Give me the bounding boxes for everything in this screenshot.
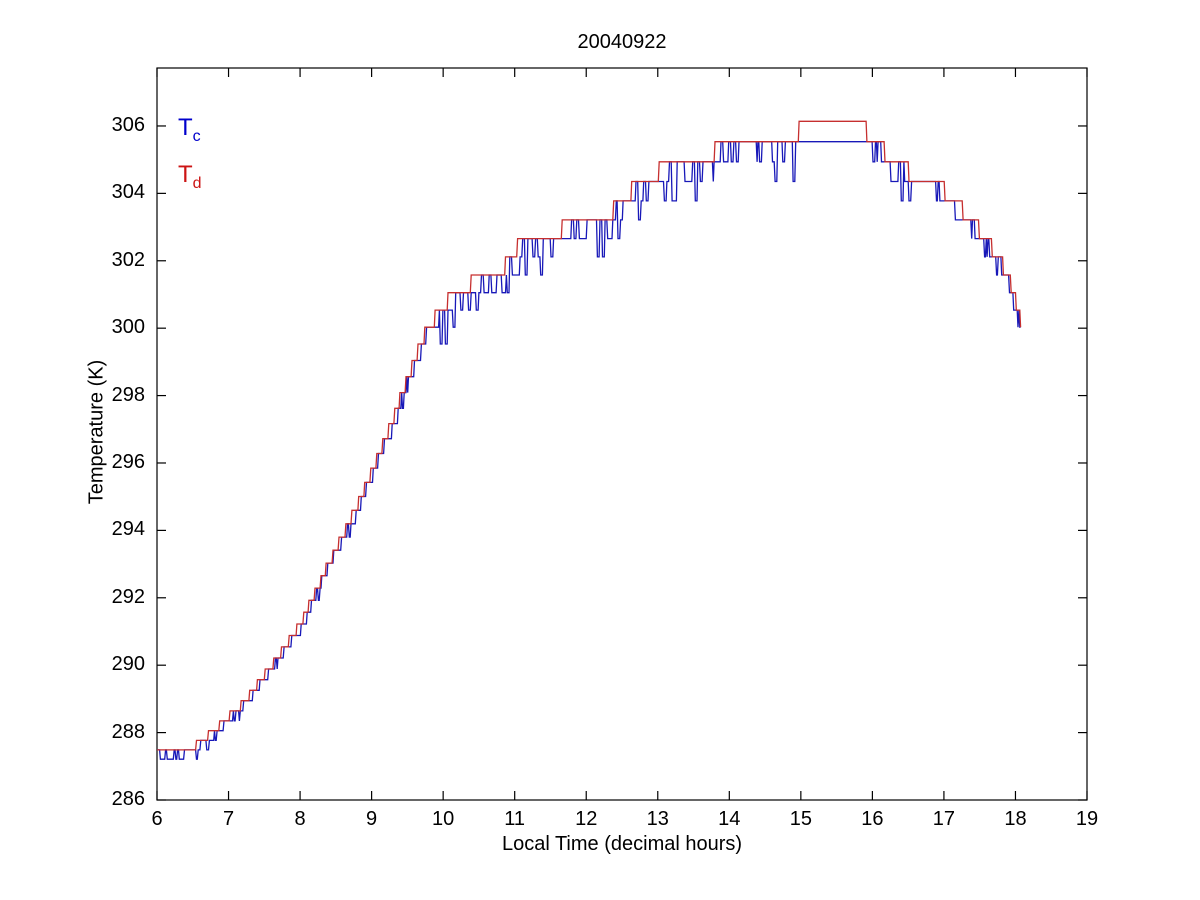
series-line-tc — [157, 141, 1021, 760]
legend-entry-td: Td — [178, 161, 202, 198]
x-tick-label: 7 — [222, 808, 235, 830]
x-tick-label: 11 — [504, 808, 526, 830]
y-tick-label: 290 — [111, 653, 145, 676]
x-tick-label: 8 — [294, 808, 306, 830]
y-tick-label: 288 — [111, 720, 145, 743]
legend-entry-tc-text: T — [178, 114, 193, 141]
x-tick-label: 17 — [932, 808, 956, 830]
y-tick-label: 298 — [111, 383, 145, 406]
y-tick-label: 304 — [111, 181, 145, 204]
legend-entry-tc-subscript: c — [192, 127, 201, 145]
axes-box — [156, 67, 1088, 801]
x-tick-label: 6 — [151, 808, 163, 830]
x-tick-label: 10 — [432, 808, 455, 830]
y-tick-label: 296 — [111, 450, 145, 473]
legend-entry-td-text: T — [178, 160, 193, 188]
y-axis-label: Temperature (K) — [85, 359, 108, 505]
x-tick-label: 13 — [646, 808, 669, 830]
chart-title: 20040922 — [577, 31, 667, 53]
x-axis-label: Local Time (decimal hours) — [501, 833, 743, 855]
series-line-td — [157, 120, 1022, 751]
legend: Tc Td — [178, 114, 202, 208]
x-tick-label: 12 — [575, 808, 598, 830]
y-tick-label: 300 — [111, 316, 145, 339]
y-tick-label: 294 — [111, 518, 145, 541]
x-tick-label: 14 — [718, 808, 741, 830]
x-tick-label: 15 — [789, 808, 812, 830]
x-tick-label: 19 — [1075, 808, 1099, 830]
x-tick-label: 18 — [1004, 808, 1027, 830]
legend-entry-tc: Tc — [178, 114, 202, 151]
y-tick-label: 302 — [111, 248, 145, 271]
y-tick-label: 286 — [111, 788, 145, 810]
y-tick-label: 292 — [111, 585, 145, 608]
x-tick-label: 16 — [861, 808, 884, 830]
x-tick-label: 9 — [366, 808, 378, 830]
legend-entry-td-subscript: d — [192, 174, 202, 192]
y-tick-label: 306 — [111, 113, 145, 136]
